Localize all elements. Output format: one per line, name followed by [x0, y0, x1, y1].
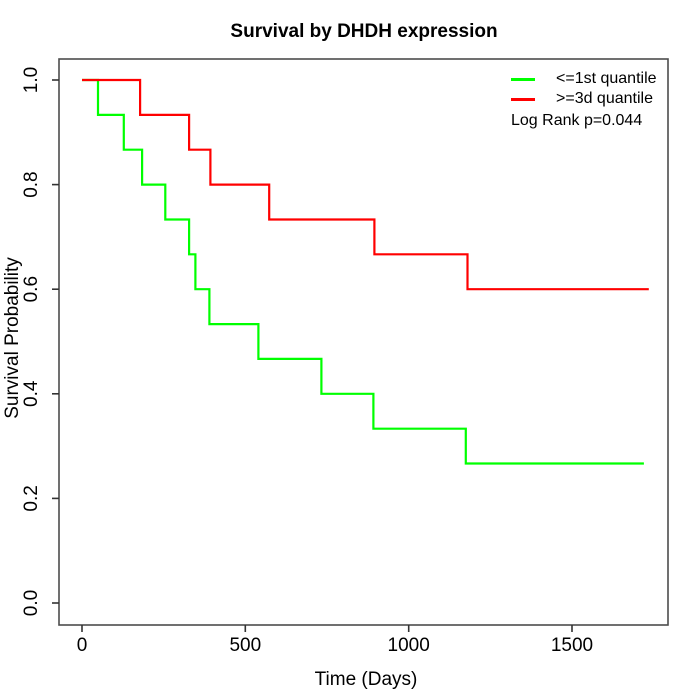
- y-tick-label: 0.8: [21, 171, 42, 197]
- legend-label-high: >=3d quantile: [556, 90, 653, 107]
- x-axis-label: Time (Days): [314, 669, 418, 690]
- km-curve-0: [82, 78, 644, 465]
- x-tick-label: 500: [229, 635, 261, 656]
- x-tick-label: 0: [77, 635, 88, 656]
- legend-line-red: [511, 97, 535, 101]
- plot-box: [58, 58, 669, 626]
- y-axis-label: Survival Probability: [2, 257, 23, 419]
- legend-label-low: <=1st quantile: [556, 70, 657, 87]
- legend-item-low: <=1st quantile: [511, 69, 657, 89]
- x-tick-label: 1000: [388, 635, 430, 656]
- logrank-note: Log Rank p=0.044: [511, 112, 643, 129]
- y-tick-label: 0.2: [21, 485, 42, 511]
- y-tick-label: 0.0: [21, 590, 42, 616]
- x-tick-label: 1500: [551, 635, 593, 656]
- legend-item-high: >=3d quantile: [511, 89, 657, 109]
- legend: <=1st quantile >=3d quantile: [511, 69, 657, 109]
- chart-title: Survival by DHDH expression: [230, 21, 498, 42]
- legend-line-green: [511, 77, 535, 81]
- y-tick-label: 0.4: [21, 380, 42, 407]
- y-tick-label: 1.0: [21, 67, 42, 93]
- y-tick-label: 0.6: [21, 276, 42, 302]
- km-curve-1: [82, 78, 649, 291]
